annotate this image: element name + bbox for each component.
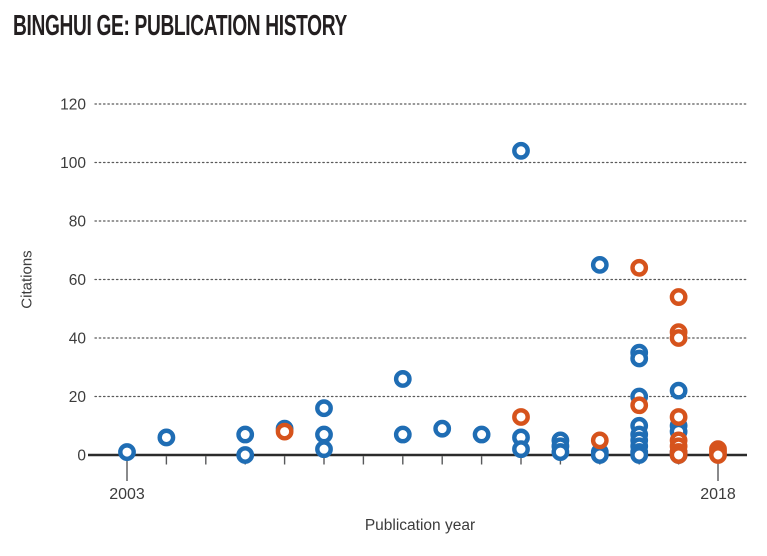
data-point-publications-blue [393,370,412,388]
y-tick-label: 0 [77,448,86,465]
chart-title: BINGHUI GE: PUBLICATION HISTORY [13,10,347,42]
data-point-publications-blue [512,141,530,160]
data-point-publications-orange [669,329,688,347]
data-point-publications-orange [590,431,609,450]
y-tick-label: 120 [60,97,86,114]
x-axis-title: Publication year [364,517,476,534]
x-tick-label: 2003 [109,486,145,503]
data-point-publications-blue [118,443,136,461]
data-point-publications-blue [393,425,412,444]
y-tick-label: 60 [69,272,87,289]
y-tick-label: 80 [69,214,87,231]
data-point-publications-orange [630,258,649,277]
data-point-publications-orange [275,422,294,441]
data-point-publications-blue [236,446,255,464]
y-tick-label: 20 [69,389,87,406]
data-point-publications-blue [669,381,688,400]
data-point-publications-blue [157,428,176,447]
data-point-publications-orange [512,408,530,426]
data-point-publications-blue [590,255,609,274]
y-tick-label: 100 [60,155,86,172]
data-point-publications-orange [669,288,688,306]
x-tick-label: 2018 [700,486,736,503]
data-point-publications-blue [315,399,333,418]
data-point-publications-blue [236,425,255,444]
data-point-publications-blue [512,440,530,459]
data-point-publications-blue [433,419,452,438]
y-tick-label: 40 [69,331,87,348]
data-point-publications-blue [590,446,609,464]
data-point-publications-orange [630,396,649,415]
data-point-publications-blue [551,443,570,461]
data-point-publications-orange [709,446,727,464]
data-point-publications-blue [315,440,333,459]
data-point-publications-blue [472,425,491,444]
data-point-publications-blue [315,425,333,444]
data-point-publications-blue [630,446,649,464]
data-point-publications-orange [669,408,688,426]
data-point-publications-orange [669,446,688,464]
data-point-publications-blue [630,349,649,368]
